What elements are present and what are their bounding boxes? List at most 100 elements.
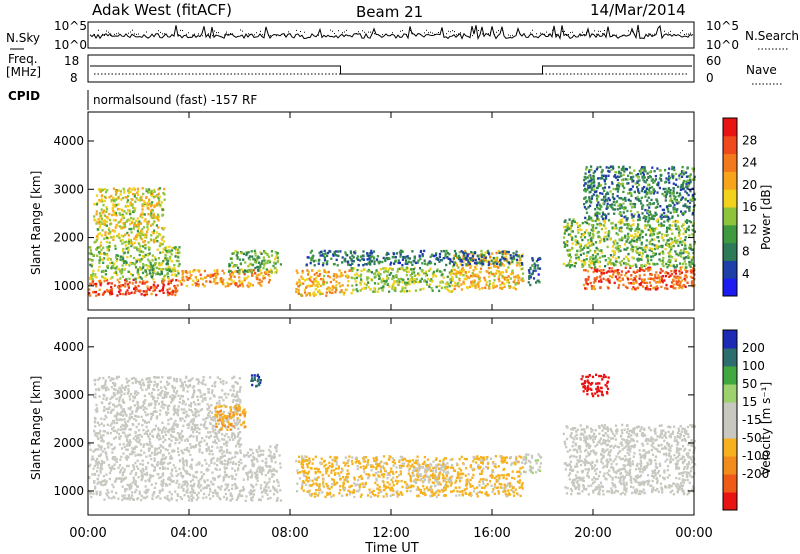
- power-echo-cell: [674, 172, 677, 176]
- power-echo-cell: [598, 224, 601, 227]
- power-echo-cell: [641, 187, 644, 191]
- power-echo-cell: [631, 237, 634, 241]
- power-echo-cell: [190, 273, 193, 277]
- velocity-echo-cell: [109, 469, 113, 472]
- power-echo-cell: [135, 258, 138, 262]
- velocity-echo-layer: [88, 373, 697, 502]
- velocity-echo-cell: [182, 480, 185, 484]
- power-echo-cell: [426, 277, 430, 281]
- power-echo-cell: [192, 270, 195, 273]
- power-echo-cell: [136, 233, 139, 236]
- power-echo-cell: [423, 280, 426, 283]
- power-echo-cell: [686, 206, 689, 209]
- power-echo-cell: [598, 265, 601, 268]
- power-echo-cell: [629, 209, 633, 213]
- power-echo-cell: [640, 278, 644, 281]
- power-echo-cell: [578, 245, 582, 249]
- velocity-echo-cell: [107, 496, 110, 499]
- power-echo-cell: [644, 233, 648, 236]
- velocity-echo-cell: [107, 445, 110, 448]
- power-colorbar-segment: [723, 260, 737, 279]
- power-echo-cell: [618, 207, 622, 210]
- velocity-echo-cell: [216, 446, 219, 449]
- power-echo-cell: [668, 203, 671, 207]
- velocity-echo-cell: [144, 485, 147, 488]
- power-echo-cell: [434, 253, 438, 257]
- power-echo-cell: [632, 223, 635, 226]
- velocity-echo-cell: [111, 451, 114, 454]
- power-echo-cell: [124, 233, 127, 236]
- power-echo-cell: [90, 283, 93, 286]
- power-echo-cell: [93, 218, 96, 221]
- velocity-echo-cell: [214, 467, 217, 470]
- power-echo-cell: [629, 264, 632, 268]
- power-echo-cell: [174, 289, 177, 293]
- velocity-echo-cell: [229, 499, 232, 502]
- power-echo-cell: [131, 282, 134, 285]
- power-echo-cell: [103, 219, 107, 222]
- power-echo-cell: [140, 198, 143, 202]
- velocity-echo-cell: [104, 482, 107, 485]
- power-echo-region: [88, 278, 181, 297]
- power-echo-cell: [242, 258, 245, 261]
- power-echo-cell: [583, 260, 586, 263]
- power-echo-cell: [611, 249, 614, 253]
- velocity-echo-cell: [158, 491, 161, 495]
- power-echo-cell: [443, 268, 446, 272]
- power-echo-cell: [121, 196, 125, 200]
- power-echo-cell: [401, 289, 404, 292]
- velocity-echo-cell: [105, 492, 108, 495]
- power-echo-cell: [598, 280, 601, 283]
- velocity-echo-cell: [134, 461, 137, 465]
- power-echo-cell: [112, 264, 115, 267]
- power-echo-cell: [629, 266, 632, 269]
- velocity-echo-cell: [155, 496, 158, 499]
- velocity-echo-cell: [202, 487, 205, 490]
- power-echo-cell: [678, 229, 681, 232]
- power-echo-cell: [369, 251, 372, 255]
- power-echo-cell: [645, 267, 648, 271]
- velocity-echo-cell: [166, 448, 169, 452]
- power-echo-cell: [228, 262, 231, 266]
- power-echo-cell: [645, 281, 649, 285]
- velocity-echo-cell: [157, 495, 160, 498]
- power-echo-cell: [642, 204, 645, 207]
- velocity-echo-cell: [132, 447, 135, 451]
- velocity-echo-cell: [170, 469, 174, 472]
- power-echo-cell: [89, 246, 92, 249]
- power-echo-cell: [382, 256, 385, 260]
- power-echo-cell: [143, 294, 146, 297]
- power-echo-cell: [590, 168, 593, 171]
- power-echo-cell: [143, 219, 146, 223]
- power-echo-cell: [247, 281, 250, 284]
- power-echo-cell: [393, 281, 396, 285]
- velocity-echo-cell: [259, 453, 263, 456]
- velocity-echo-cell: [139, 462, 142, 466]
- velocity-echo-cell: [123, 494, 126, 497]
- power-echo-cell: [496, 256, 499, 259]
- power-echo-cell: [203, 269, 206, 273]
- power-echo-cell: [633, 205, 636, 209]
- power-echo-cell: [588, 179, 591, 183]
- power-echo-cell: [312, 260, 315, 263]
- power-echo-cell: [571, 242, 574, 245]
- power-echo-cell: [141, 211, 144, 214]
- power-echo-cell: [577, 224, 580, 228]
- power-echo-cell: [446, 285, 449, 289]
- velocity-echo-cell: [237, 467, 240, 470]
- power-echo-cell: [377, 287, 381, 290]
- power-echo-cell: [276, 253, 279, 256]
- power-echo-cell: [260, 271, 263, 275]
- power-echo-cell: [440, 259, 443, 262]
- velocity-echo-cell: [267, 454, 270, 458]
- velocity-echo-cell: [256, 479, 259, 482]
- velocity-echo-cell: [153, 453, 156, 456]
- power-echo-cell: [117, 290, 121, 293]
- velocity-echo-cell: [258, 498, 261, 501]
- power-echo-cell: [235, 254, 238, 257]
- power-echo-cell: [452, 268, 455, 271]
- power-echo-cell: [664, 199, 667, 202]
- power-echo-cell: [487, 271, 490, 275]
- power-echo-cell: [95, 239, 98, 242]
- power-echo-cell: [398, 251, 401, 254]
